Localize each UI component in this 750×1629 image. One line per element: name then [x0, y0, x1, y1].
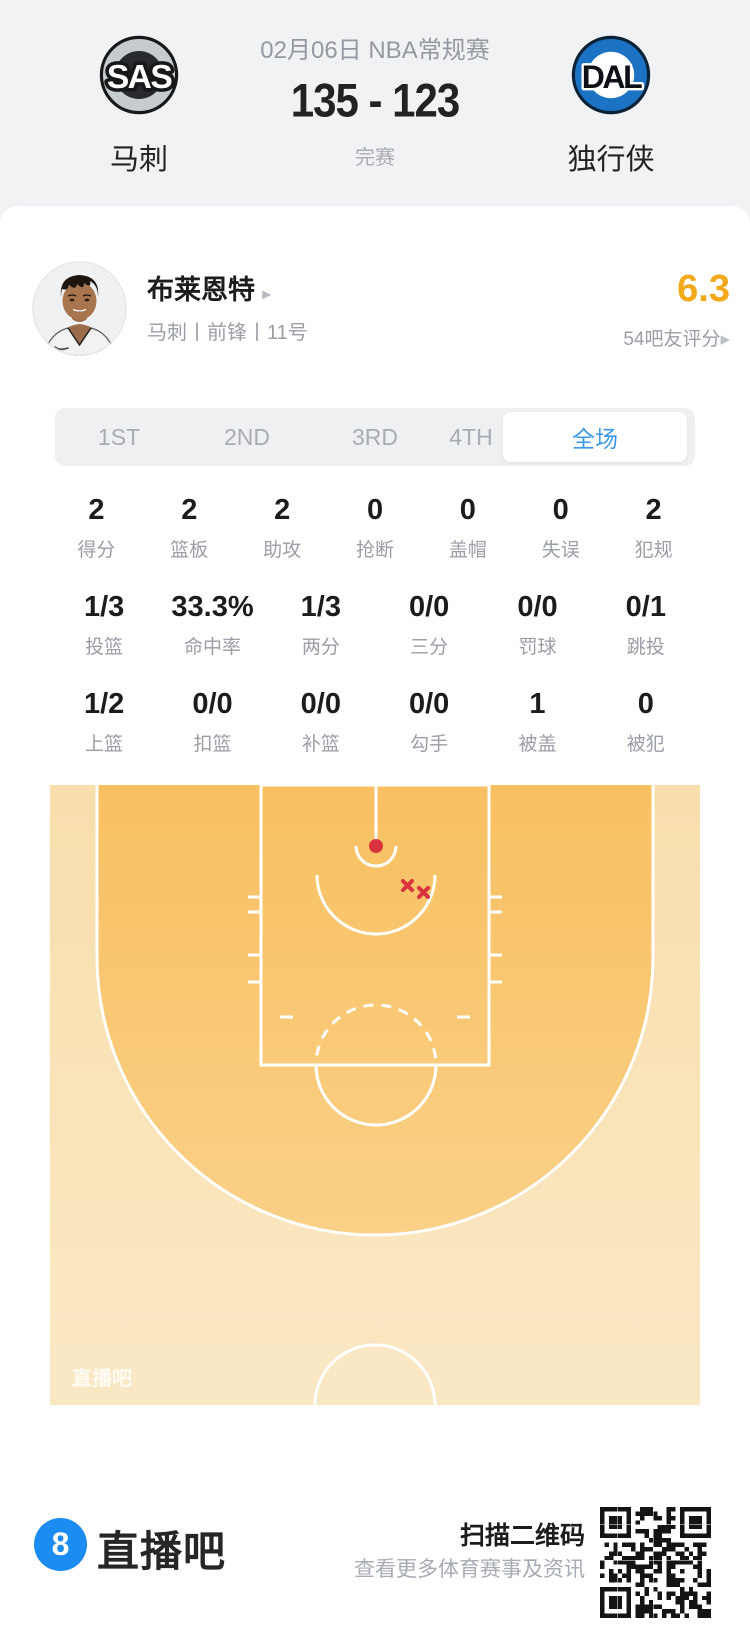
svg-text:DAL: DAL	[582, 59, 642, 95]
svg-text:直播吧: 直播吧	[72, 1366, 132, 1390]
svg-text:8: 8	[52, 1526, 70, 1562]
svg-text:SAS: SAS	[107, 59, 172, 96]
